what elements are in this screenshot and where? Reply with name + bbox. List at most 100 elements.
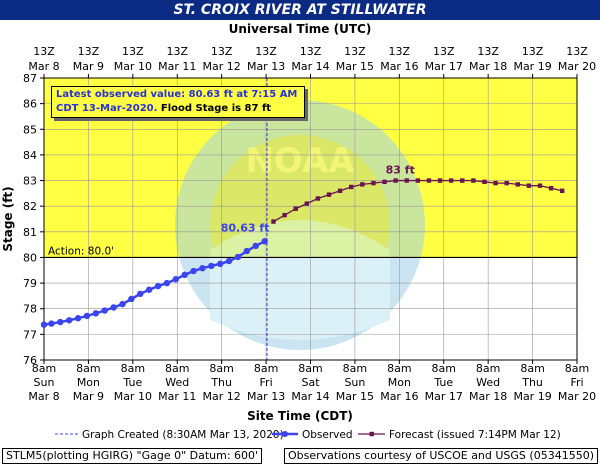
bottom-tick-day-label: Thu [210, 376, 232, 389]
observed-point [137, 290, 144, 298]
forecast-point [504, 180, 509, 186]
legend-observed-label: Observed [302, 429, 353, 441]
forecast-point [537, 183, 543, 188]
top-tick-date-label: Mar 20 [558, 60, 596, 73]
observed-point [119, 300, 126, 308]
legend-forecast-marker [369, 431, 374, 437]
legend-forecast-label: Forecast (issued 7:14PM Mar 12) [389, 429, 561, 441]
bottom-tick-time-label: 8am [209, 362, 233, 375]
chart-title: ST. CROIX RIVER AT STILLWATER [0, 0, 600, 20]
bottom-tick-day-label: Wed [476, 376, 500, 389]
observed-point [172, 276, 179, 283]
forecast-point [293, 206, 298, 211]
y-tick-label: 79 [23, 277, 37, 290]
top-tick-date-label: Mar 9 [73, 60, 104, 73]
bottom-tick-day-label: Sun [34, 376, 55, 389]
bottom-tick-day-label: Mon [388, 376, 411, 389]
observed-point [154, 282, 162, 290]
y-tick-label: 83 [23, 175, 37, 188]
bottom-tick-time-label: 8am [298, 362, 322, 375]
forecast-point [360, 182, 365, 187]
bottom-tick-date-label: Mar 8 [28, 390, 59, 403]
callout-flood-stage: Flood Stage is 87 ft [160, 103, 272, 114]
forecast-point [560, 188, 565, 193]
forecast-point [404, 178, 409, 183]
observed-point [57, 318, 64, 326]
observed-point [40, 321, 48, 328]
y-tick-label: 85 [23, 123, 37, 136]
observed-point [110, 304, 117, 311]
bottom-tick-date-label: Mar 9 [73, 390, 104, 403]
top-tick-time-label: 13Z [122, 45, 144, 58]
observed-point [243, 247, 251, 255]
top-tick-time-label: 13Z [78, 45, 100, 58]
bottom-tick-day-label: Tue [122, 376, 142, 389]
forecast-point [526, 183, 532, 188]
top-tick-time-label: 13Z [566, 45, 588, 58]
forecast-point [371, 180, 376, 186]
bottom-tick-date-label: Mar 16 [380, 390, 418, 403]
callout-date: CDT 13-Mar-2020. [56, 103, 158, 114]
observed-point [181, 271, 188, 279]
y-tick-label: 86 [23, 98, 37, 111]
forecast-point [315, 196, 321, 201]
top-tick-time-label: 13Z [211, 45, 233, 58]
bottom-tick-time-label: 8am [343, 362, 367, 375]
bottom-tick-day-label: Thu [521, 376, 543, 389]
bottom-tick-date-label: Mar 20 [558, 390, 596, 403]
bottom-tick-time-label: 8am [565, 362, 589, 375]
observed-point [128, 295, 135, 303]
y-tick-label: 84 [23, 149, 37, 162]
observed-point [252, 242, 259, 250]
top-tick-time-label: 13Z [255, 45, 277, 58]
y-tick-label: 76 [23, 354, 37, 367]
forecast-point [448, 178, 454, 183]
forecast-point [304, 201, 310, 206]
bottom-tick-date-label: Mar 18 [469, 390, 507, 403]
forecast-point [271, 219, 276, 224]
top-tick-time-label: 13Z [344, 45, 366, 58]
top-tick-date-label: Mar 10 [114, 60, 152, 73]
observed-point [261, 238, 268, 245]
watermark-noaa-text: NOAA [245, 141, 355, 181]
forecast-point [349, 184, 354, 190]
top-tick-time-label: 13Z [389, 45, 411, 58]
bottom-tick-time-label: 8am [76, 362, 100, 375]
noaa-logo-watermark: NOAA [175, 100, 425, 350]
bottom-tick-day-label: Fri [260, 376, 273, 389]
footer-datum-info: STLM5(plotting HGIRG) "Gage 0" Datum: 60… [2, 448, 263, 464]
top-tick-date-label: Mar 8 [28, 60, 59, 73]
observed-point [74, 315, 82, 322]
top-tick-date-label: Mar 16 [380, 60, 418, 73]
observed-latest-label: 80.63 ft [221, 221, 270, 234]
bottom-tick-day-label: Sat [301, 376, 320, 389]
forecast-point [282, 212, 287, 218]
legend-observed-marker [282, 431, 288, 437]
bottom-tick-date-label: Mar 19 [513, 390, 551, 403]
y-tick-label: 82 [23, 200, 37, 213]
forecast-point [382, 179, 387, 185]
bottom-tick-day-label: Fri [570, 376, 583, 389]
bottom-tick-time-label: 8am [432, 362, 456, 375]
top-tick-date-label: Mar 14 [291, 60, 329, 73]
legend: Graph Created (8:30AM Mar 13, 2020) Obser… [55, 429, 561, 441]
forecast-point [393, 178, 398, 183]
bottom-tick-date-label: Mar 11 [158, 390, 196, 403]
bottom-tick-time-label: 8am [387, 362, 411, 375]
forecast-point [548, 186, 554, 191]
forecast-point [326, 192, 332, 197]
footer-credits: Observations courtesy of USCOE and USGS … [283, 448, 598, 464]
bottom-tick-day-label: Wed [165, 376, 189, 389]
latest-observation-callout: Latest observed value: 80.63 ft at 7:15 … [51, 86, 305, 118]
forecast-point [437, 178, 443, 183]
top-tick-date-label: Mar 12 [203, 60, 241, 73]
watermark-wave [210, 220, 390, 340]
action-stage-label: Action: 80.0' [48, 245, 114, 257]
bottom-tick-day-label: Sun [344, 376, 365, 389]
forecast-point [515, 182, 520, 187]
observed-point [92, 310, 100, 317]
top-tick-date-label: Mar 15 [336, 60, 374, 73]
observed-point [163, 279, 171, 287]
bottom-tick-day-label: Tue [433, 376, 453, 389]
